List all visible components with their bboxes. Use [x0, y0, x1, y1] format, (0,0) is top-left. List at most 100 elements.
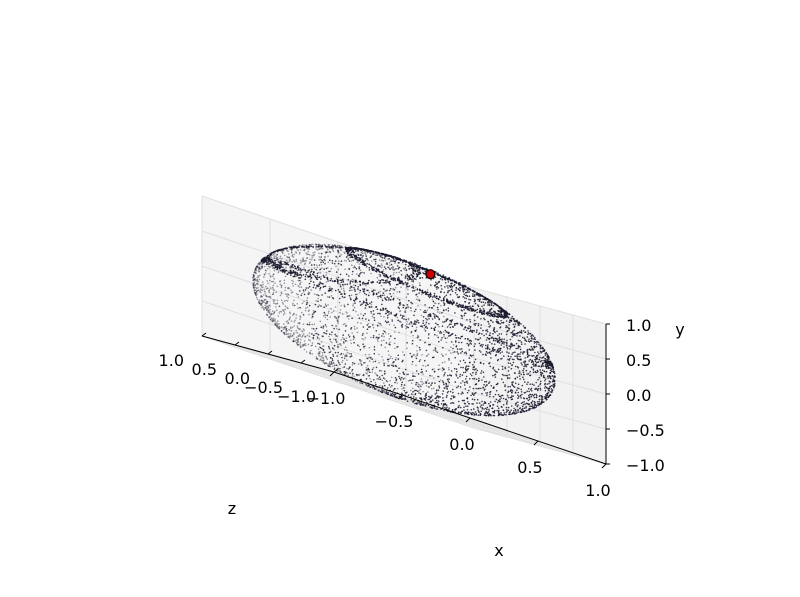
- scatter-point: [253, 286, 255, 289]
- scatter-point: [266, 280, 269, 282]
- scatter-point: [287, 322, 290, 324]
- scatter-point: [420, 380, 422, 383]
- scatter-point: [529, 405, 531, 408]
- scatter-point: [283, 282, 286, 285]
- scatter-point: [395, 357, 397, 359]
- scatter-point: [496, 401, 499, 404]
- scatter-point: [467, 305, 470, 308]
- scatter-point: [349, 256, 352, 259]
- scatter-point: [512, 317, 514, 320]
- scatter-point: [361, 250, 364, 253]
- scatter-point: [446, 299, 449, 302]
- scatter-point: [274, 323, 277, 326]
- scatter-point: [253, 283, 255, 286]
- scatter-point: [442, 381, 445, 384]
- scatter-point: [405, 373, 408, 376]
- scatter-point: [338, 301, 341, 304]
- scatter-point: [483, 402, 485, 405]
- scatter-point: [465, 375, 468, 378]
- scatter-point: [465, 329, 468, 332]
- scatter-point: [543, 376, 546, 379]
- scatter-point: [304, 248, 306, 251]
- scatter-point: [389, 284, 391, 286]
- scatter-point: [317, 243, 320, 246]
- scatter-point: [468, 288, 471, 290]
- scatter-point: [256, 266, 259, 269]
- scatter-point: [513, 358, 515, 361]
- scatter-point: [333, 338, 335, 341]
- scatter-point: [530, 405, 532, 408]
- scatter-point: [350, 353, 352, 355]
- scatter-point: [550, 377, 552, 380]
- scatter-point: [407, 288, 409, 291]
- scatter-point: [295, 293, 298, 295]
- scatter-point: [334, 316, 336, 318]
- scatter-point: [374, 289, 377, 292]
- scatter-point: [355, 310, 357, 313]
- scatter-point: [329, 348, 331, 351]
- scatter-point: [287, 261, 289, 264]
- scatter-point: [528, 390, 530, 393]
- scatter-point: [500, 358, 502, 360]
- scatter-point: [488, 413, 490, 416]
- scatter-point: [287, 335, 290, 338]
- scatter-point: [282, 326, 285, 329]
- scatter-point: [334, 306, 337, 308]
- scatter-point: [329, 340, 332, 343]
- scatter-point: [290, 252, 293, 254]
- scatter-point: [309, 339, 311, 342]
- scatter-point: [312, 334, 315, 337]
- scatter-point: [468, 291, 471, 293]
- scatter-point: [374, 372, 376, 374]
- scatter-point: [319, 248, 321, 250]
- scatter-point: [506, 400, 509, 402]
- scatter-point: [266, 300, 269, 303]
- scatter-point: [478, 377, 480, 380]
- scatter-point: [520, 388, 522, 391]
- scatter-point: [477, 324, 480, 327]
- scatter-point: [541, 372, 544, 374]
- scatter-point: [417, 319, 419, 322]
- scatter-point: [425, 396, 428, 399]
- scatter-point: [385, 273, 387, 276]
- scatter-point: [422, 404, 424, 407]
- scatter-point: [491, 301, 494, 303]
- scatter-point: [391, 320, 394, 322]
- scatter-point: [306, 301, 309, 304]
- scatter-point: [416, 350, 418, 352]
- scatter-point: [439, 312, 441, 315]
- scatter-point: [418, 292, 420, 294]
- scatter-point: [541, 396, 544, 398]
- scatter-point: [528, 394, 530, 397]
- scatter-point: [252, 276, 254, 279]
- scatter-point: [433, 368, 435, 370]
- scatter-point: [468, 403, 470, 405]
- scatter-point: [522, 371, 525, 374]
- scatter-point: [391, 267, 393, 269]
- scatter-point: [261, 289, 264, 292]
- scatter-point: [265, 298, 267, 301]
- scatter-point: [421, 371, 424, 373]
- scatter-point: [376, 254, 378, 257]
- scatter-point: [546, 394, 549, 397]
- scatter-point: [451, 395, 453, 397]
- scatter-point: [332, 250, 335, 253]
- scatter-point: [308, 285, 311, 288]
- scatter-point: [498, 347, 501, 350]
- scatter-point: [272, 288, 274, 290]
- scatter-point: [310, 344, 313, 347]
- scatter-point: [431, 318, 434, 320]
- scatter-point: [314, 243, 317, 246]
- scatter-point: [519, 339, 521, 342]
- scatter-point: [491, 311, 493, 314]
- scatter-point: [438, 302, 440, 305]
- scatter-point: [485, 347, 487, 350]
- scatter-point: [358, 275, 361, 278]
- scatter-point: [318, 351, 320, 353]
- scatter-point: [319, 282, 322, 285]
- scatter-point: [258, 270, 260, 273]
- scatter-point: [358, 266, 361, 268]
- scatter-point: [438, 364, 440, 367]
- scatter-point: [473, 295, 476, 297]
- scatter-point: [456, 348, 459, 350]
